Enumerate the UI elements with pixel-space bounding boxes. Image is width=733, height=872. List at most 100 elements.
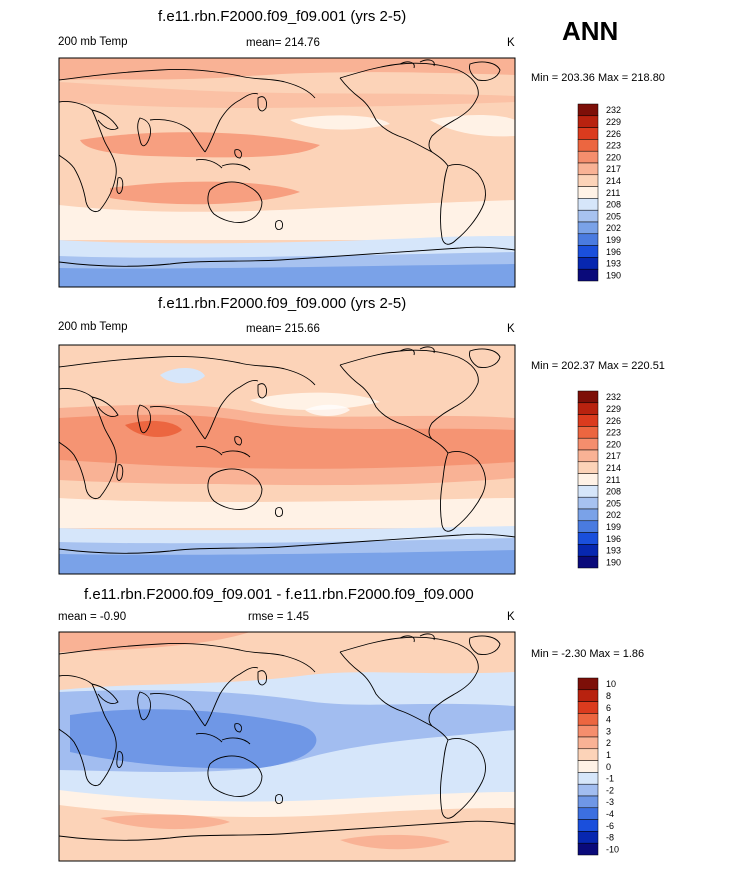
panel-3-mean-label: mean = -0.90: [58, 611, 127, 623]
colorbar-tick-label: 223: [606, 141, 621, 151]
contour-band: [59, 498, 515, 528]
colorbar-tick-label: 217: [606, 451, 621, 461]
colorbar-swatch: [577, 103, 599, 117]
colorbar-swatch: [577, 162, 599, 176]
colorbar-tick-label: 196: [606, 534, 621, 544]
colorbar-tick-label: 8: [606, 691, 611, 701]
colorbar-tick-label: 220: [606, 152, 621, 162]
colorbar-swatch: [577, 555, 599, 569]
panel-3-rmse-label: rmse = 1.45: [248, 611, 310, 623]
colorbar-tick-label: 6: [606, 703, 611, 713]
colorbar-swatch: [577, 520, 599, 533]
colorbar-swatch: [577, 485, 599, 498]
colorbar-swatch: [577, 496, 599, 510]
colorbar-swatch: [577, 115, 599, 128]
colorbar-swatch: [577, 701, 599, 714]
contour-band: [110, 181, 300, 205]
colorbar-swatch: [577, 748, 599, 761]
colorbar-tick-label: 217: [606, 164, 621, 174]
colorbar-tick-label: 214: [606, 463, 621, 473]
colorbar-tick-label: 190: [606, 557, 621, 567]
colorbar-swatch: [577, 724, 599, 738]
colorbar-tick-label: 229: [606, 117, 621, 127]
colorbar-tick-label: 3: [606, 726, 611, 736]
panel-1-map: [59, 58, 515, 287]
panel-1-title: f.e11.rbn.F2000.f09_f09.001 (yrs 2-5): [158, 8, 407, 25]
colorbar-swatch: [577, 473, 599, 486]
colorbar-tick-label: 190: [606, 270, 621, 280]
colorbar-tick-label: 208: [606, 487, 621, 497]
colorbar-tick-label: 10: [606, 679, 616, 689]
colorbar-tick-label: 229: [606, 404, 621, 414]
colorbar-swatch: [577, 842, 599, 856]
colorbar-swatch: [577, 713, 599, 726]
colorbar-swatch: [577, 268, 599, 282]
colorbar-swatch: [577, 198, 599, 211]
colorbar-tick-label: -3: [606, 797, 614, 807]
colorbar-swatch: [577, 414, 599, 427]
colorbar-swatch: [577, 760, 599, 773]
panel-3-minmax: Min = -2.30 Max = 1.86: [531, 648, 645, 660]
colorbar-swatch: [577, 426, 599, 439]
season-label: ANN: [562, 16, 619, 46]
panel-2-title: f.e11.rbn.F2000.f09_f09.000 (yrs 2-5): [158, 295, 407, 312]
contour-band: [430, 115, 515, 137]
panel-3-map: [59, 632, 515, 861]
colorbar-tick-label: 193: [606, 546, 621, 556]
colorbar-swatch: [577, 807, 599, 820]
colorbar-tick-label: 199: [606, 235, 621, 245]
contour-band: [70, 709, 317, 769]
panel-1-frame: [58, 57, 516, 288]
colorbar-tick-label: 202: [606, 510, 621, 520]
colorbar-swatch: [577, 221, 599, 235]
panel-3-units: K: [507, 611, 515, 623]
panel-2-map: [59, 345, 515, 574]
colorbar-swatch: [577, 174, 599, 187]
colorbar-tick-label: -1: [606, 774, 614, 784]
colorbar-swatch: [577, 677, 599, 691]
colorbar-swatch: [577, 544, 599, 557]
colorbar-swatch: [577, 783, 599, 797]
contour-band: [290, 115, 390, 130]
colorbar-swatch: [577, 233, 599, 246]
contour-band: [305, 404, 350, 416]
colorbar-tick-label: 0: [606, 762, 611, 772]
contour-band: [59, 82, 515, 108]
panel-2-minmax: Min = 202.37 Max = 220.51: [531, 360, 665, 372]
colorbar-swatch: [577, 772, 599, 785]
panel-1-units: K: [507, 37, 515, 49]
colorbar-tick-label: 220: [606, 439, 621, 449]
colorbar-tick-label: 214: [606, 176, 621, 186]
colorbar-tick-label: 2: [606, 738, 611, 748]
colorbar-swatch: [577, 449, 599, 463]
colorbar-swatch: [577, 461, 599, 474]
contour-band: [160, 367, 205, 384]
contour-band: [100, 814, 230, 830]
colorbar-tick-label: 208: [606, 200, 621, 210]
colorbar-tick-label: -10: [606, 844, 619, 854]
colorbar-tick-label: 199: [606, 522, 621, 532]
colorbar-tick-label: 226: [606, 416, 621, 426]
colorbar-swatch: [577, 736, 599, 750]
contour-band: [59, 550, 515, 574]
panel-3-frame: [58, 631, 516, 862]
panel-3-title: f.e11.rbn.F2000.f09_f09.001 - f.e11.rbn.…: [84, 586, 474, 603]
colorbar-swatch: [577, 437, 599, 451]
panel-1-mean-label: mean= 214.76: [246, 37, 320, 49]
colorbar-tick-label: 211: [606, 475, 620, 485]
colorbar-tick-label: 223: [606, 428, 621, 438]
panel-1-minmax: Min = 203.36 Max = 218.80: [531, 72, 665, 84]
panel-2-variable-label: 200 mb Temp: [58, 321, 128, 333]
colorbar-tick-label: -8: [606, 833, 614, 843]
contour-band: [59, 632, 250, 652]
panel-1-variable-label: 200 mb Temp: [58, 36, 128, 48]
colorbar-swatch: [577, 209, 599, 223]
colorbar-tick-label: 202: [606, 223, 621, 233]
colorbar-tick-label: 226: [606, 129, 621, 139]
colorbar-swatch: [577, 139, 599, 152]
colorbar-tick-label: -4: [606, 809, 614, 819]
colorbar-swatch: [577, 257, 599, 270]
colorbar-tick-label: -6: [606, 821, 614, 831]
